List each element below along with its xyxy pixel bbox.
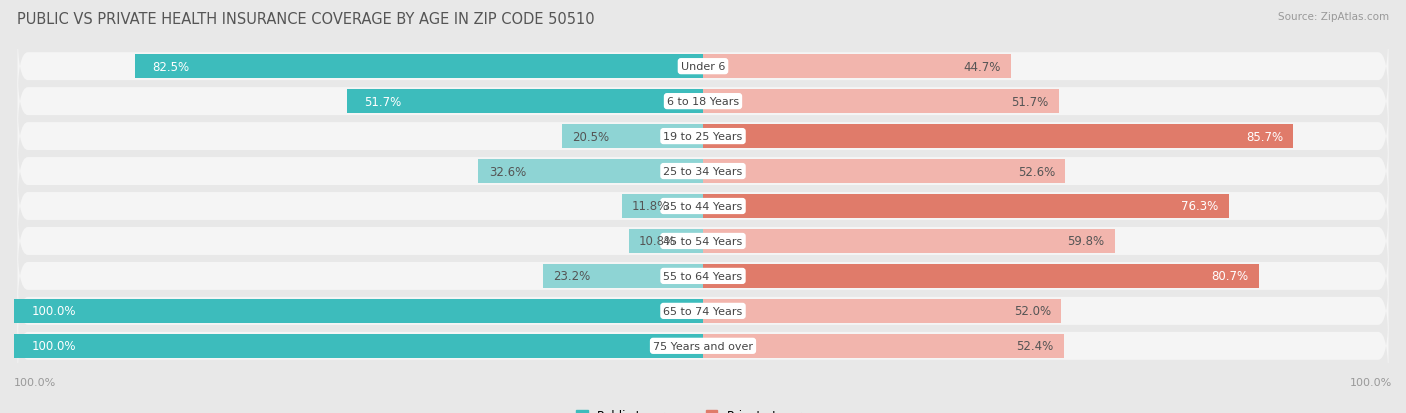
Text: 51.7%: 51.7% xyxy=(1011,95,1049,108)
Text: 100.0%: 100.0% xyxy=(31,339,76,352)
Bar xyxy=(478,159,703,184)
Text: 52.0%: 52.0% xyxy=(1014,305,1050,318)
FancyBboxPatch shape xyxy=(17,28,1389,105)
Text: 10.8%: 10.8% xyxy=(638,235,676,248)
Bar xyxy=(14,334,703,358)
Bar xyxy=(347,90,703,114)
Bar xyxy=(703,264,1258,288)
Bar xyxy=(703,125,1294,149)
Text: 80.7%: 80.7% xyxy=(1212,270,1249,283)
Text: 6 to 18 Years: 6 to 18 Years xyxy=(666,97,740,107)
Text: 55 to 64 Years: 55 to 64 Years xyxy=(664,271,742,281)
Bar xyxy=(628,229,703,254)
FancyBboxPatch shape xyxy=(17,203,1389,280)
Text: 32.6%: 32.6% xyxy=(489,165,526,178)
Text: 23.2%: 23.2% xyxy=(554,270,591,283)
Text: 100.0%: 100.0% xyxy=(14,377,56,387)
Text: 25 to 34 Years: 25 to 34 Years xyxy=(664,166,742,177)
Text: 76.3%: 76.3% xyxy=(1181,200,1219,213)
Bar xyxy=(703,229,1115,254)
Text: 59.8%: 59.8% xyxy=(1067,235,1105,248)
Text: 11.8%: 11.8% xyxy=(633,200,669,213)
Bar xyxy=(14,299,703,323)
FancyBboxPatch shape xyxy=(17,238,1389,315)
Text: 44.7%: 44.7% xyxy=(963,61,1001,74)
FancyBboxPatch shape xyxy=(17,98,1389,175)
Text: Source: ZipAtlas.com: Source: ZipAtlas.com xyxy=(1278,12,1389,22)
Bar xyxy=(703,159,1066,184)
Text: PUBLIC VS PRIVATE HEALTH INSURANCE COVERAGE BY AGE IN ZIP CODE 50510: PUBLIC VS PRIVATE HEALTH INSURANCE COVER… xyxy=(17,12,595,27)
Bar xyxy=(703,55,1011,79)
Text: 35 to 44 Years: 35 to 44 Years xyxy=(664,202,742,211)
Bar xyxy=(621,194,703,219)
FancyBboxPatch shape xyxy=(17,273,1389,349)
Text: 100.0%: 100.0% xyxy=(31,305,76,318)
FancyBboxPatch shape xyxy=(17,133,1389,210)
Bar xyxy=(135,55,703,79)
Bar xyxy=(703,90,1059,114)
Text: 65 to 74 Years: 65 to 74 Years xyxy=(664,306,742,316)
Text: 20.5%: 20.5% xyxy=(572,130,609,143)
Bar xyxy=(562,125,703,149)
Text: 45 to 54 Years: 45 to 54 Years xyxy=(664,236,742,247)
Bar xyxy=(703,299,1062,323)
Bar xyxy=(543,264,703,288)
Text: 100.0%: 100.0% xyxy=(1350,377,1392,387)
FancyBboxPatch shape xyxy=(17,308,1389,385)
Text: 52.4%: 52.4% xyxy=(1017,339,1053,352)
FancyBboxPatch shape xyxy=(17,168,1389,245)
Text: Under 6: Under 6 xyxy=(681,62,725,72)
Text: 19 to 25 Years: 19 to 25 Years xyxy=(664,132,742,142)
Text: 85.7%: 85.7% xyxy=(1246,130,1284,143)
Text: 82.5%: 82.5% xyxy=(152,61,188,74)
FancyBboxPatch shape xyxy=(17,64,1389,140)
Bar xyxy=(703,194,1229,219)
Text: 51.7%: 51.7% xyxy=(364,95,401,108)
Bar xyxy=(703,334,1064,358)
Text: 52.6%: 52.6% xyxy=(1018,165,1054,178)
Legend: Public Insurance, Private Insurance: Public Insurance, Private Insurance xyxy=(571,404,835,413)
Text: 75 Years and over: 75 Years and over xyxy=(652,341,754,351)
